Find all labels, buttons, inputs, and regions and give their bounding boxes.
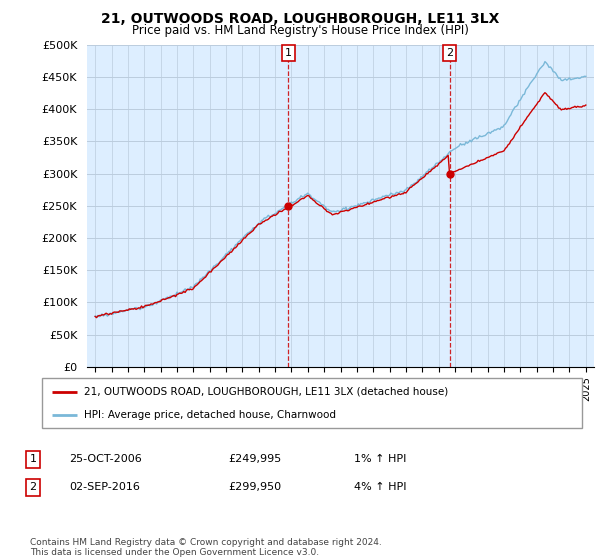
Text: £299,950: £299,950 <box>228 482 281 492</box>
Text: 2: 2 <box>446 48 453 58</box>
Text: 1: 1 <box>285 48 292 58</box>
Text: 2: 2 <box>29 482 37 492</box>
Text: 4% ↑ HPI: 4% ↑ HPI <box>354 482 407 492</box>
Text: 02-SEP-2016: 02-SEP-2016 <box>69 482 140 492</box>
Text: Price paid vs. HM Land Registry's House Price Index (HPI): Price paid vs. HM Land Registry's House … <box>131 24 469 37</box>
Text: HPI: Average price, detached house, Charnwood: HPI: Average price, detached house, Char… <box>84 410 336 420</box>
Text: 1% ↑ HPI: 1% ↑ HPI <box>354 454 406 464</box>
Text: 1: 1 <box>29 454 37 464</box>
Text: Contains HM Land Registry data © Crown copyright and database right 2024.
This d: Contains HM Land Registry data © Crown c… <box>30 538 382 557</box>
Text: 25-OCT-2006: 25-OCT-2006 <box>69 454 142 464</box>
Text: 21, OUTWOODS ROAD, LOUGHBOROUGH, LE11 3LX: 21, OUTWOODS ROAD, LOUGHBOROUGH, LE11 3L… <box>101 12 499 26</box>
Text: 21, OUTWOODS ROAD, LOUGHBOROUGH, LE11 3LX (detached house): 21, OUTWOODS ROAD, LOUGHBOROUGH, LE11 3L… <box>84 386 448 396</box>
Text: £249,995: £249,995 <box>228 454 281 464</box>
